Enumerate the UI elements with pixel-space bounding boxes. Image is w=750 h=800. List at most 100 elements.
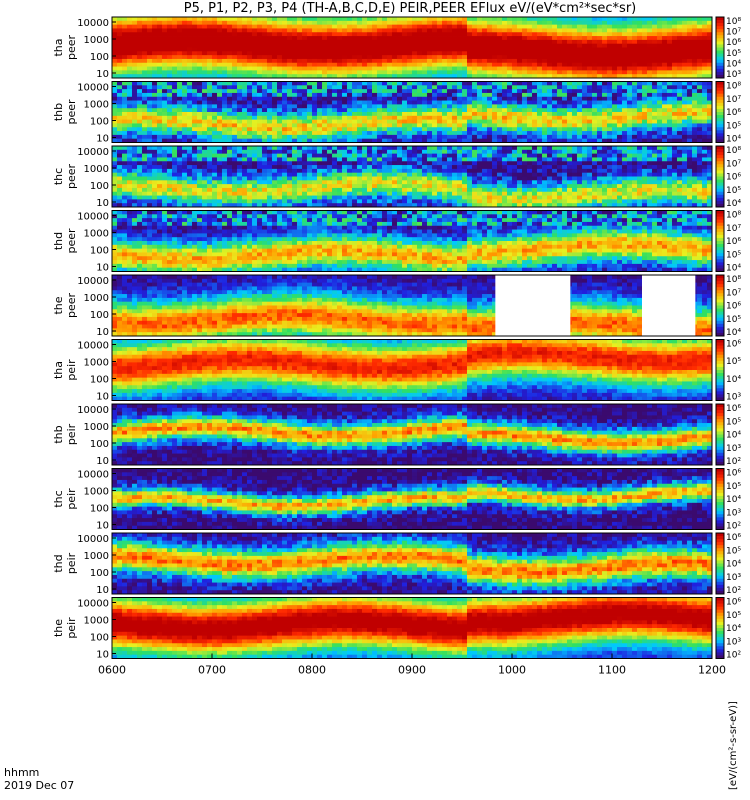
colorbar-tick-9-3: 10³ — [726, 637, 741, 647]
colorbar-tick-7-0: 10⁶ — [726, 469, 741, 479]
x-tick-label-4: 1000 — [498, 664, 526, 677]
data-gap-4-1 — [642, 275, 695, 336]
y-tick-label-7-3: 10 — [96, 521, 109, 532]
colorbar-tick-0-1: 10⁷ — [726, 28, 741, 38]
colorbar-tick-9-4: 10² — [726, 651, 741, 661]
y-tick-label-5-0: 10000 — [77, 341, 109, 352]
x-tick-label-1: 0700 — [198, 664, 226, 677]
spectrogram-1 — [112, 82, 712, 143]
colorbar-tick-2-1: 10⁷ — [726, 159, 741, 169]
y-tick-label-0-1: 1000 — [84, 35, 109, 46]
colorbar-units-label: [eV/(cm²-s-sr-eV)] — [728, 701, 739, 790]
colorbar-tick-0-4: 10⁴ — [726, 59, 741, 69]
colorbar-tick-2-0: 10⁸ — [726, 146, 741, 156]
y-tick-label-6-1: 1000 — [84, 422, 109, 433]
y-tick-label-5-3: 10 — [96, 392, 109, 403]
colorbar-tick-4-0: 10⁸ — [726, 275, 741, 285]
colorbar-tick-8-1: 10⁵ — [726, 546, 741, 556]
panel-label-2-1: peer — [65, 164, 78, 190]
colorbar-tick-2-4: 10⁴ — [726, 199, 741, 209]
panel-label-3-0: thd — [52, 232, 65, 250]
colorbar-8 — [716, 533, 724, 594]
spectrogram-5 — [112, 340, 712, 401]
y-tick-label-3-2: 100 — [90, 246, 109, 257]
panel-label-6-1: peir — [65, 423, 78, 445]
colorbar-tick-9-0: 10⁶ — [726, 598, 741, 608]
panel-label-5-0: tha — [52, 361, 65, 379]
colorbar-tick-4-3: 10⁵ — [726, 315, 741, 325]
y-tick-label-7-0: 10000 — [77, 470, 109, 481]
colorbar-tick-0-5: 10³ — [726, 70, 741, 80]
colorbar-tick-4-4: 10⁴ — [726, 328, 741, 338]
x-tick-label-6: 1200 — [698, 664, 726, 677]
colorbar-tick-5-0: 10⁶ — [726, 340, 741, 350]
panel-label-5-1: peir — [65, 359, 78, 381]
colorbar-2 — [716, 146, 724, 207]
colorbar-tick-4-1: 10⁷ — [726, 288, 741, 298]
y-tick-label-0-2: 100 — [90, 52, 109, 63]
panel-label-7-0: thc — [52, 490, 65, 507]
y-tick-label-8-3: 10 — [96, 585, 109, 596]
colorbar-tick-2-3: 10⁵ — [726, 186, 741, 196]
data-gap-4-0 — [495, 275, 570, 336]
y-tick-label-1-1: 1000 — [84, 100, 109, 111]
colorbar-tick-0-3: 10⁵ — [726, 49, 741, 59]
colorbar-tick-3-0: 10⁸ — [726, 211, 741, 221]
colorbar-tick-5-3: 10³ — [726, 393, 741, 403]
colorbar-tick-3-4: 10⁴ — [726, 264, 741, 274]
colorbar-tick-6-2: 10⁴ — [726, 431, 741, 441]
colorbar-tick-6-1: 10⁵ — [726, 417, 741, 427]
y-tick-label-6-3: 10 — [96, 456, 109, 467]
panel-label-0-0: tha — [52, 38, 65, 56]
y-tick-label-4-0: 10000 — [77, 276, 109, 287]
colorbar-5 — [716, 340, 724, 401]
y-tick-label-8-1: 1000 — [84, 551, 109, 562]
colorbar-4 — [716, 275, 724, 336]
y-tick-label-3-1: 1000 — [84, 229, 109, 240]
colorbar-7 — [716, 469, 724, 530]
y-tick-label-0-0: 10000 — [77, 18, 109, 29]
time-axis-label: hhmm — [4, 766, 39, 779]
colorbar-tick-8-3: 10³ — [726, 573, 741, 583]
spectrogram-0 — [112, 17, 712, 78]
spectrogram-8 — [112, 533, 712, 594]
colorbar-tick-7-1: 10⁵ — [726, 482, 741, 492]
colorbar-tick-1-2: 10⁶ — [726, 108, 741, 118]
y-tick-label-9-1: 1000 — [84, 616, 109, 627]
colorbar-tick-9-2: 10⁴ — [726, 624, 741, 634]
panel-label-8-0: thd — [52, 554, 65, 572]
colorbar-3 — [716, 211, 724, 272]
colorbar-tick-7-4: 10² — [726, 522, 741, 532]
colorbar-tick-3-3: 10⁵ — [726, 250, 741, 260]
y-tick-label-5-1: 1000 — [84, 358, 109, 369]
panel-label-3-1: peer — [65, 228, 78, 254]
colorbar-tick-8-2: 10⁴ — [726, 560, 741, 570]
colorbar-tick-1-0: 10⁸ — [726, 82, 741, 92]
x-tick-label-3: 0900 — [398, 664, 426, 677]
colorbar-tick-1-1: 10⁷ — [726, 95, 741, 105]
y-tick-label-8-0: 10000 — [77, 534, 109, 545]
spectrogram-3 — [112, 211, 712, 272]
spectrogram-9 — [112, 598, 712, 659]
panel-label-6-0: thb — [52, 425, 65, 443]
panel-label-7-1: peir — [65, 488, 78, 510]
colorbar-tick-2-2: 10⁶ — [726, 173, 741, 183]
colorbar-1 — [716, 82, 724, 143]
y-tick-label-9-3: 10 — [96, 650, 109, 661]
panel-label-4-1: peer — [65, 293, 78, 319]
panel-label-0-1: peer — [65, 35, 78, 61]
y-tick-label-4-2: 100 — [90, 310, 109, 321]
colorbar-6 — [716, 404, 724, 465]
x-tick-label-0: 0600 — [98, 664, 126, 677]
spectrogram-7 — [112, 469, 712, 530]
x-tick-label-5: 1100 — [598, 664, 626, 677]
y-tick-label-8-2: 100 — [90, 568, 109, 579]
spectrogram-6 — [112, 404, 712, 465]
y-tick-label-2-1: 1000 — [84, 164, 109, 175]
colorbar-tick-5-2: 10⁴ — [726, 375, 741, 385]
y-tick-label-5-2: 100 — [90, 375, 109, 386]
y-tick-label-1-0: 10000 — [77, 83, 109, 94]
colorbar-tick-8-0: 10⁶ — [726, 533, 741, 543]
y-tick-label-3-3: 10 — [96, 263, 109, 274]
y-tick-label-1-2: 100 — [90, 117, 109, 128]
